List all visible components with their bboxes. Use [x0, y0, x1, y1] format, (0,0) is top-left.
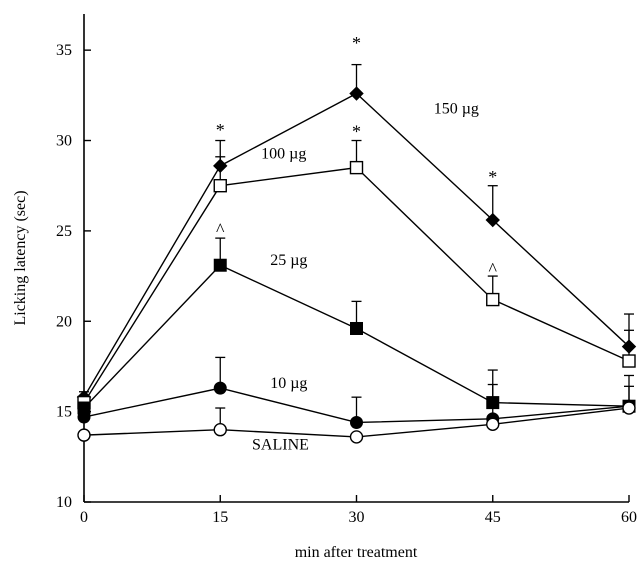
marker-1-4 [622, 354, 636, 368]
annotation-5: ^ [489, 259, 498, 279]
marker-0-2 [349, 86, 364, 101]
marker-1-3 [486, 292, 500, 307]
y-tick-label-0: 10 [56, 494, 72, 511]
error-bars [79, 63, 634, 437]
markers [76, 86, 637, 444]
x-tick-label-3: 45 [485, 509, 501, 526]
series-line-1 [83, 166, 630, 403]
y-tick-label-3: 25 [56, 223, 72, 240]
marker-1-1 [213, 179, 227, 193]
marker-4-2 [349, 430, 364, 444]
marker-1-2 [349, 160, 364, 175]
marker-3-0 [77, 410, 91, 424]
x-axis-title: min after treatment [295, 544, 418, 561]
x-tick-label-2: 30 [349, 509, 365, 526]
y-axis-title: Licking latency (sec) [12, 190, 29, 325]
annotation-3: * [488, 167, 497, 187]
series-labels: 150 µg 100 µg 25 µg 10 µg SALINE [252, 100, 479, 453]
x-tick-label-0: 0 [80, 509, 88, 526]
annotation-0: * [216, 120, 225, 140]
series-label-1: 100 µg [261, 146, 306, 163]
series-line-2 [83, 264, 630, 409]
marker-0-4 [621, 339, 637, 354]
marker-2-2 [350, 321, 363, 335]
marker-4-4 [622, 401, 636, 415]
series-label-0: 150 µg [434, 100, 479, 117]
x-tick-label-4: 60 [621, 509, 637, 526]
marker-2-3 [486, 396, 500, 410]
marker-4-1 [213, 423, 227, 437]
marker-0-3 [485, 212, 500, 228]
marker-4-3 [486, 417, 500, 431]
series-label-2: 25 µg [270, 252, 307, 269]
annotation-4: ^ [216, 219, 225, 239]
annotation-2: * [352, 122, 361, 142]
series-label-4: SALINE [252, 437, 309, 454]
significance-annotations: * * * * ^ ^ [216, 33, 498, 279]
marker-2-1 [213, 258, 227, 272]
marker-0-1 [213, 158, 228, 174]
y-tick-label-1: 15 [56, 404, 72, 421]
y-tick-label-5: 35 [56, 42, 72, 59]
annotation-1: * [352, 33, 361, 53]
series-label-3: 10 µg [270, 375, 307, 392]
marker-3-2 [350, 415, 363, 429]
marker-4-0 [77, 428, 91, 442]
marker-3-1 [213, 381, 227, 395]
ticks: 0 15 30 45 60 10 15 20 25 30 35 [56, 42, 637, 526]
y-tick-label-2: 20 [56, 313, 72, 330]
x-tick-label-1: 15 [212, 509, 228, 526]
y-tick-label-4: 30 [56, 133, 72, 150]
